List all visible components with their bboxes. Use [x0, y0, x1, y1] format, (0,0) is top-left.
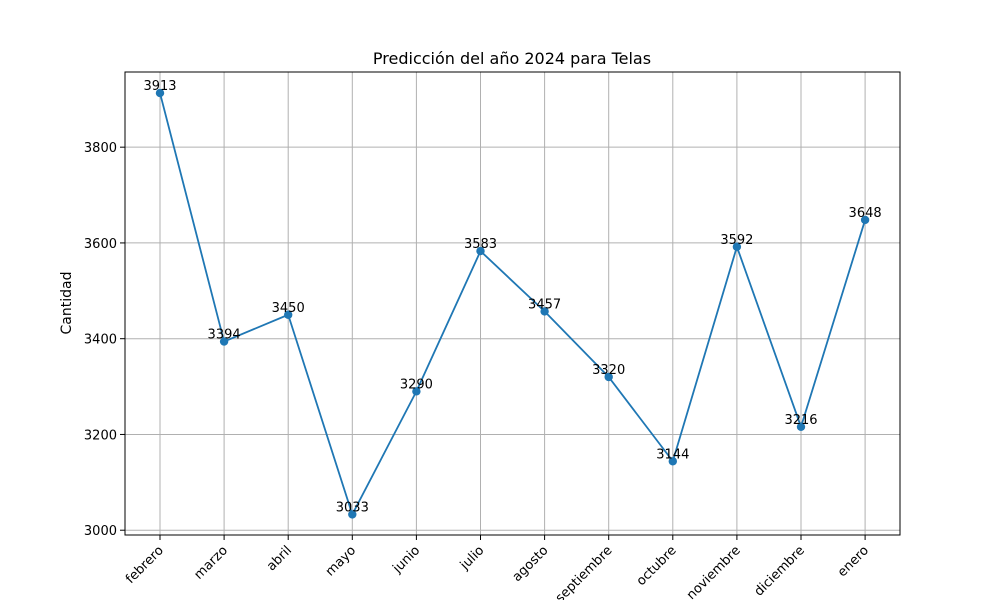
x-tick-label: marzo — [191, 543, 230, 582]
data-point-marker — [155, 88, 165, 98]
data-point-marker — [860, 215, 870, 225]
data-point-marker — [348, 510, 357, 519]
x-tick-label: agosto — [510, 543, 552, 585]
data-label: 3457 — [528, 297, 561, 312]
x-tick-label: febrero — [123, 543, 167, 587]
x-tick-label: julio — [457, 543, 487, 573]
y-tick-label: 3400 — [84, 333, 117, 348]
data-labels: 3913 3394 3450 3033 3290 3583 3457 3320 3144 3592… — [143, 79, 881, 515]
x-tick-label: junio — [390, 543, 424, 577]
data-point-marker — [668, 457, 677, 466]
data-point-marker — [540, 307, 549, 316]
x-tick-label: septiembre — [553, 543, 616, 600]
y-tick-label: 3800 — [84, 141, 117, 156]
axes: 3000 3200 3400 3600 3800 febrero marzo abril may… — [84, 141, 872, 600]
data-label: 3320 — [592, 363, 625, 378]
data-label: 3394 — [208, 328, 241, 343]
grid-lines — [125, 72, 900, 535]
plot-frame — [124, 71, 901, 536]
data-label: 3216 — [784, 413, 817, 428]
y-tick-label: 3200 — [84, 428, 117, 443]
data-point-marker — [604, 372, 613, 382]
data-label: 3583 — [464, 237, 497, 252]
data-point-marker — [412, 387, 421, 396]
series-line — [159, 92, 866, 516]
data-label: 3592 — [720, 233, 753, 248]
data-point-marker — [476, 246, 485, 256]
data-label: 3290 — [400, 377, 433, 392]
data-label: 3144 — [656, 447, 689, 462]
chart-title: Predicción del año 2024 para Telas — [373, 49, 651, 68]
x-tick-label: abril — [264, 543, 295, 574]
data-point-marker — [796, 422, 806, 431]
x-tick-label: enero — [835, 543, 872, 580]
data-point-marker — [732, 242, 742, 251]
data-label: 3913 — [143, 79, 176, 94]
y-axis-label: Cantidad — [59, 272, 75, 335]
x-tick-label: mayo — [323, 543, 359, 579]
y-tick-label: 3600 — [84, 237, 117, 252]
series-line-group — [155, 88, 870, 519]
data-label: 3033 — [336, 500, 369, 515]
data-point-marker — [284, 310, 293, 319]
data-label: 3648 — [849, 206, 882, 221]
y-tick-label: 3000 — [84, 524, 117, 539]
x-tick-label: octubre — [634, 543, 680, 589]
x-tick-label: diciembre — [752, 543, 808, 599]
data-point-marker — [219, 337, 229, 346]
data-label: 3450 — [272, 301, 305, 316]
x-tick-label: noviembre — [684, 543, 744, 600]
